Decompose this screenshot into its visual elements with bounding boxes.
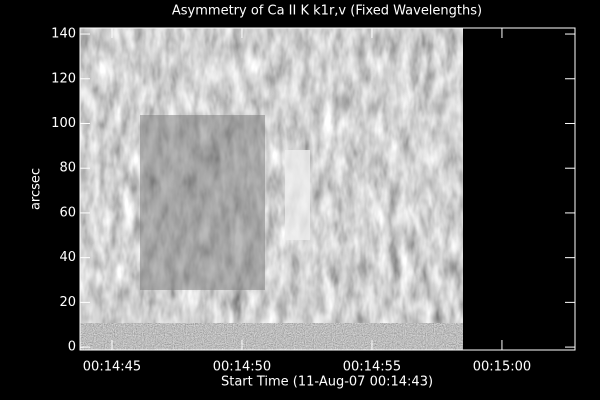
y-tick-label: 80	[59, 161, 76, 176]
y-tick-label: 0	[68, 340, 76, 355]
image-noise-band	[80, 323, 463, 350]
x-tick-label: 00:14:45	[83, 360, 141, 375]
x-tick-label: 00:14:55	[343, 360, 401, 375]
y-tick-label: 20	[59, 295, 76, 310]
image-feature	[285, 150, 310, 240]
y-tick-label: 100	[51, 116, 76, 131]
chart-title: Asymmetry of Ca II K k1r,v (Fixed Wavele…	[172, 4, 482, 19]
x-tick-label: 00:14:50	[213, 360, 271, 375]
y-tick-label: 40	[59, 250, 76, 265]
image-feature	[140, 115, 265, 290]
x-axis-label: Start Time (11-Aug-07 00:14:43)	[221, 375, 433, 390]
image	[80, 28, 463, 323]
y-tick-label: 140	[51, 27, 76, 42]
x-tick-label: 00:15:00	[473, 360, 531, 375]
y-axis-label: arcsec	[29, 168, 44, 210]
y-tick-label: 120	[51, 71, 76, 86]
image-area	[80, 28, 463, 350]
y-tick-label: 60	[59, 205, 76, 220]
plot-frame	[79, 27, 576, 351]
